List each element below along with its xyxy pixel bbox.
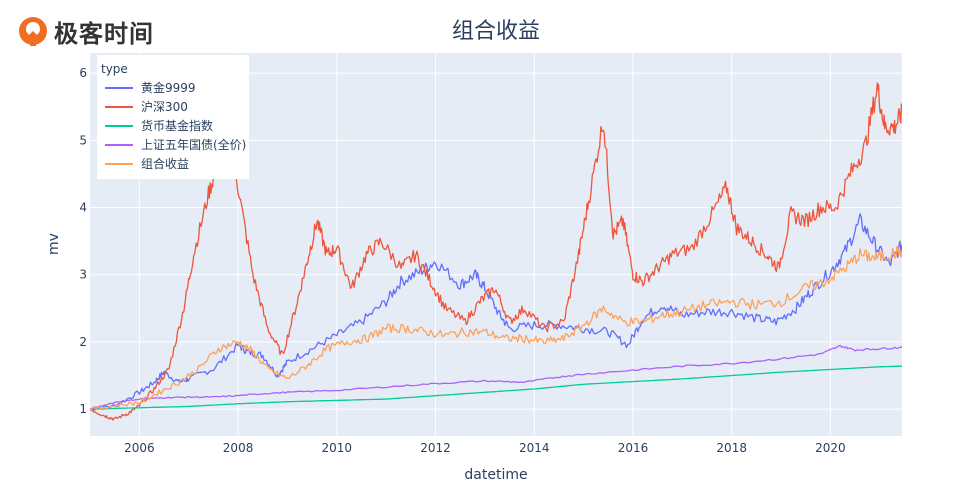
brand-logo-text: 极客时间 xyxy=(54,20,154,48)
x-tick-label: 2018 xyxy=(716,441,747,455)
y-tick-label: 4 xyxy=(79,201,87,215)
brand-logo xyxy=(16,14,166,50)
y-tick-label: 1 xyxy=(79,402,87,416)
legend-item[interactable]: 组合收益 xyxy=(105,156,189,171)
x-tick-label: 2008 xyxy=(223,441,254,455)
geektime-logo-icon xyxy=(19,17,47,46)
legend-label: 沪深300 xyxy=(141,100,188,114)
x-tick-label: 2012 xyxy=(420,441,451,455)
x-tick-label: 2006 xyxy=(124,441,155,455)
y-tick-label: 3 xyxy=(79,268,87,282)
legend-title: type xyxy=(101,62,128,76)
x-tick-label: 2010 xyxy=(322,441,353,455)
series-line xyxy=(90,213,902,411)
axis-ticks: 2006 2008 2010 2012 2014 2016 2018 2020 1 2 3 4 5 6 xyxy=(79,66,845,455)
x-axis-title: datetime xyxy=(464,467,527,483)
x-tick-label: 2016 xyxy=(618,441,649,455)
legend-item[interactable]: 上证五年国债(全价) xyxy=(105,137,246,152)
legend-item[interactable]: 黄金9999 xyxy=(105,80,196,95)
y-tick-label: 2 xyxy=(79,335,87,349)
chart-title: 组合收益 xyxy=(452,19,540,44)
y-axis-title: mv xyxy=(46,233,62,255)
legend-item[interactable]: 沪深300 xyxy=(105,100,188,114)
y-tick-label: 6 xyxy=(79,66,87,80)
series-lines xyxy=(90,82,902,421)
x-tick-label: 2014 xyxy=(519,441,550,455)
legend-label: 组合收益 xyxy=(141,156,189,171)
legend-box xyxy=(97,55,249,179)
series-line xyxy=(90,245,902,412)
y-tick-label: 5 xyxy=(79,133,87,147)
x-tick-label: 2020 xyxy=(815,441,846,455)
legend-item[interactable]: 货币基金指数 xyxy=(105,118,213,133)
series-line xyxy=(90,365,902,410)
legend-label: 黄金9999 xyxy=(141,80,196,95)
series-line xyxy=(90,344,902,410)
legend-label: 货币基金指数 xyxy=(141,118,213,133)
legend-label: 上证五年国债(全价) xyxy=(141,137,246,152)
